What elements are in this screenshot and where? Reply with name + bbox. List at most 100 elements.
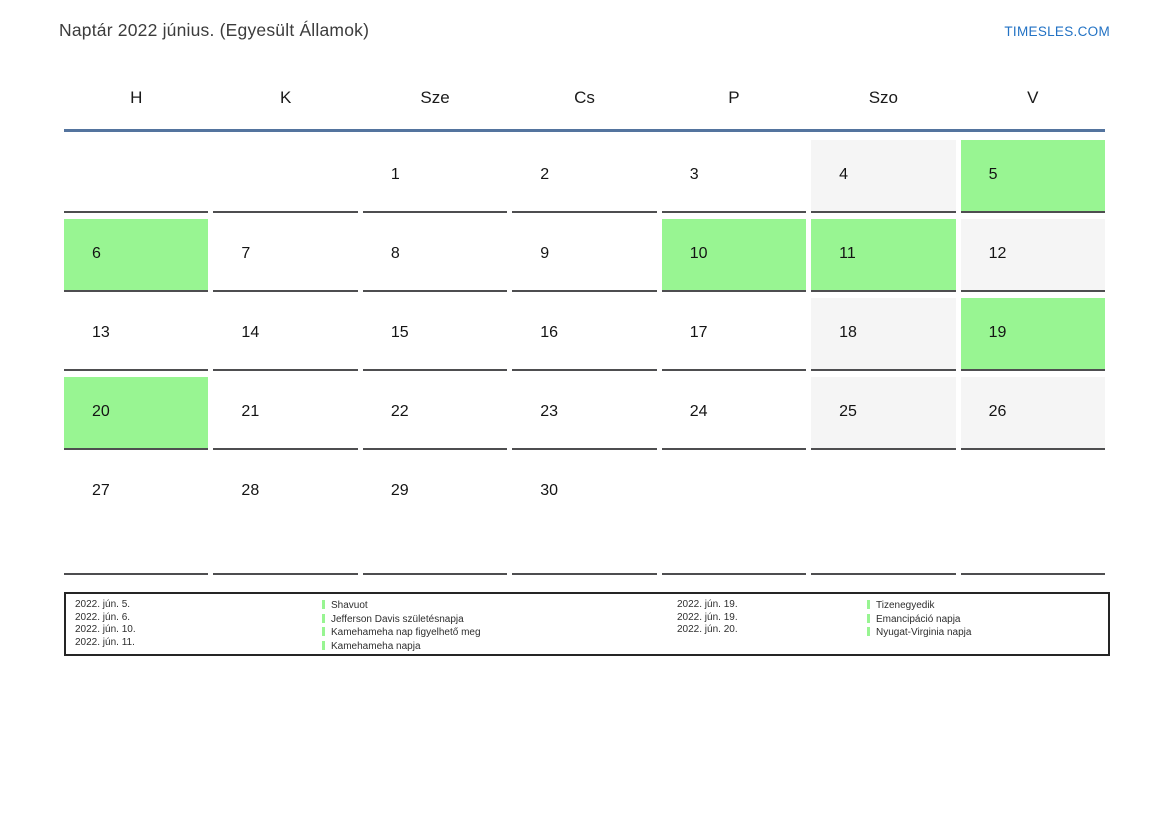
day-cell: 25 (811, 377, 956, 450)
day-cell: 26 (960, 377, 1105, 450)
holiday-marker (867, 600, 870, 609)
day-number: 9 (540, 245, 550, 262)
day-cell: 5 (960, 140, 1105, 213)
day-cell: 18 (811, 298, 956, 371)
day-number: 25 (839, 403, 857, 420)
day-header-wednesday: Sze (420, 88, 450, 107)
legend-holiday-label: Emancipáció napja (876, 613, 961, 625)
day-number: 10 (689, 245, 708, 262)
day-cell: 12 (960, 219, 1105, 292)
day-cell: 7 (213, 219, 358, 292)
legend-item-date: 2022. jún. 5. (75, 599, 131, 610)
day-number: 12 (988, 245, 1007, 262)
day-number: 18 (839, 324, 857, 341)
day-number: 26 (988, 403, 1007, 420)
legend-item-date: 2022. jún. 20. (677, 624, 738, 636)
day-number: 13 (92, 324, 110, 341)
page-title: Naptár 2022 június. (Egyesült Államok) (59, 20, 370, 40)
legend-item-date: 2022. jún. 11. (75, 636, 135, 648)
day-cell: 23 (512, 377, 657, 450)
day-number: 1 (390, 166, 400, 183)
day-number: 3 (689, 166, 699, 183)
day-cell: 30 (512, 456, 657, 575)
legend-holiday-label: Tizenegyedik (876, 600, 935, 611)
day-number: 28 (241, 482, 260, 499)
timesles-link[interactable]: TIMESLES.COM (1004, 24, 1110, 39)
day-header-saturday: Szo (868, 88, 898, 107)
day-number: 6 (92, 245, 101, 262)
day-cell (960, 456, 1105, 575)
holiday-marker (322, 640, 325, 650)
legend-holiday-label: Kamehameha napja (331, 640, 421, 652)
legend-dates-right: 2022. jún. 19. 2022. jún. 19. 2022. jún.… (677, 599, 867, 654)
day-number: 24 (689, 403, 708, 420)
day-cell: 27 (64, 456, 209, 575)
legend-item-name: Emancipáció napja (867, 613, 1108, 627)
day-header-sunday: V (1027, 88, 1039, 107)
day-cell: 21 (213, 377, 358, 450)
day-cell: 19 (960, 298, 1105, 371)
weekday-header-row: H K Sze Cs P Szo V (64, 85, 1105, 132)
legend-holiday-label: Kamehameha nap figyelhető meg (331, 627, 481, 639)
legend-item-date: 2022. jún. 19. (677, 599, 738, 610)
calendar-grid: 1 2 3 4 5 6 7 8 9 10 11 12 13 14 15 16 1… (64, 140, 1105, 575)
day-cell: 11 (811, 219, 956, 292)
legend-names-right: Tizenegyedik Emancipáció napja Nyugat-Vi… (867, 599, 1108, 654)
holiday-legend: 2022. jún. 5. 2022. jún. 6. 2022. jún. 1… (64, 592, 1110, 656)
day-cell: 6 (64, 219, 209, 292)
legend-holiday-label: Shavuot (331, 600, 368, 611)
legend-holiday-label: Jefferson Davis születésnapja (331, 613, 464, 625)
day-cell: 2 (512, 140, 657, 213)
day-number: 23 (540, 403, 559, 420)
holiday-marker (867, 613, 870, 623)
day-number: 20 (92, 403, 110, 420)
day-header-friday: P (728, 88, 740, 107)
day-cell (64, 140, 209, 213)
legend-item-name: Nyugat-Virginia napja (867, 626, 1108, 640)
day-cell (213, 140, 358, 213)
day-cell: 13 (64, 298, 209, 371)
legend-item-name: Jefferson Davis születésnapja (322, 613, 677, 627)
legend-item-date: 2022. jún. 10. (75, 624, 136, 636)
day-number: 17 (689, 324, 708, 341)
legend-item-name: Tizenegyedik (867, 599, 1108, 613)
day-number: 11 (839, 245, 856, 262)
day-cell: 14 (213, 298, 358, 371)
legend-names-left: Shavuot Jefferson Davis születésnapja Ka… (322, 599, 677, 654)
day-cell: 4 (811, 140, 956, 213)
day-number: 4 (839, 166, 849, 183)
day-cell: 10 (661, 219, 807, 292)
day-number: 5 (988, 166, 998, 183)
day-cell: 17 (661, 298, 807, 371)
day-number: 2 (540, 166, 550, 183)
holiday-marker (867, 627, 870, 637)
day-cell: 3 (661, 140, 807, 213)
day-cell: 8 (362, 219, 508, 292)
day-number: 7 (241, 245, 251, 262)
day-header-monday: H (130, 88, 143, 107)
day-cell: 20 (64, 377, 209, 450)
day-cell (811, 456, 956, 575)
day-cell: 24 (661, 377, 807, 450)
day-cell (661, 456, 807, 575)
day-number: 27 (92, 482, 110, 499)
day-number: 14 (241, 324, 260, 341)
legend-item-date: 2022. jún. 6. (75, 611, 131, 623)
day-header-tuesday: K (279, 88, 292, 107)
day-cell: 29 (362, 456, 508, 575)
holiday-marker (322, 613, 325, 623)
day-number: 16 (540, 324, 559, 341)
day-number: 15 (390, 324, 409, 341)
day-cell: 15 (362, 298, 508, 371)
holiday-marker (322, 627, 325, 637)
day-cell: 28 (213, 456, 358, 575)
day-number: 22 (390, 403, 409, 420)
legend-holiday-label: Nyugat-Virginia napja (876, 627, 972, 639)
day-number: 21 (241, 403, 260, 420)
legend-item-date: 2022. jún. 19. (677, 611, 738, 623)
day-cell: 16 (512, 298, 657, 371)
holiday-marker (322, 600, 325, 609)
legend-dates-left: 2022. jún. 5. 2022. jún. 6. 2022. jún. 1… (75, 599, 322, 654)
day-number: 8 (390, 245, 400, 262)
